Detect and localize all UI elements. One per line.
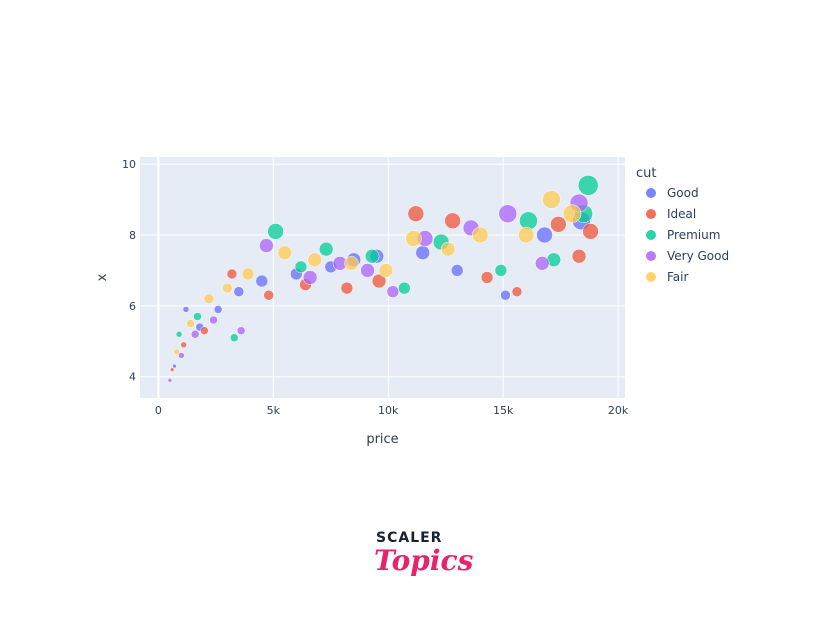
data-point: [180, 341, 187, 349]
data-point: [511, 286, 523, 297]
data-point: [407, 205, 425, 222]
data-point: [550, 216, 567, 233]
x-tick-label: 5k: [267, 404, 281, 417]
legend[interactable]: cut Good Ideal Premium Very Good Fair: [636, 166, 729, 284]
data-point: [175, 330, 183, 338]
y-axis-ticks: 4 6 8 10: [122, 158, 136, 384]
data-point: [360, 263, 375, 278]
data-point: [241, 267, 255, 281]
data-point: [233, 286, 245, 297]
legend-title: cut: [636, 166, 656, 181]
data-point: [190, 329, 200, 339]
data-point: [498, 204, 518, 223]
legend-marker: [646, 188, 656, 198]
data-point: [213, 305, 223, 314]
x-axis-ticks: 0 5k 10k 15k 20k: [155, 404, 629, 417]
series-very-good: [167, 193, 589, 383]
data-point: [577, 175, 599, 196]
data-point: [344, 256, 359, 271]
legend-label: Good: [667, 186, 699, 200]
data-point: [203, 293, 215, 305]
brand-bottom-text: Topics: [374, 544, 474, 577]
data-point: [302, 270, 318, 285]
data-point: [229, 333, 239, 342]
data-point: [200, 326, 209, 335]
data-point: [173, 348, 181, 356]
data-point: [169, 367, 175, 372]
grid-lines: [140, 157, 625, 398]
data-point: [371, 273, 387, 289]
data-point: [182, 306, 190, 313]
data-point: [186, 319, 195, 328]
data-point: [267, 223, 284, 240]
data-point: [222, 282, 233, 294]
brand-top-text: SCALER: [376, 530, 443, 546]
data-points: [167, 175, 599, 383]
legend-item-ideal[interactable]: Ideal: [646, 207, 696, 221]
data-point: [536, 226, 553, 244]
data-point: [178, 352, 185, 359]
data-point: [193, 312, 202, 321]
data-point: [444, 212, 461, 230]
legend-marker: [646, 230, 656, 240]
data-point: [259, 238, 274, 253]
data-point: [340, 281, 354, 295]
data-point: [226, 268, 238, 280]
data-point: [535, 256, 550, 271]
x-tick-label: 10k: [378, 404, 399, 417]
x-tick-label: 15k: [493, 404, 514, 417]
data-point: [307, 252, 322, 268]
scaler-topics-logo: SCALER Topics: [340, 524, 473, 594]
data-point: [517, 226, 535, 244]
legend-marker: [646, 209, 656, 219]
data-point: [386, 285, 400, 298]
data-point: [236, 326, 246, 335]
data-point: [582, 223, 599, 240]
data-point: [378, 263, 394, 278]
data-point: [494, 264, 508, 277]
data-point: [294, 260, 308, 274]
y-tick-label: 10: [122, 158, 136, 171]
y-axis-title: x: [95, 273, 110, 281]
data-point: [255, 274, 269, 288]
legend-item-very-good[interactable]: Very Good: [646, 249, 729, 263]
data-point: [405, 230, 422, 247]
legend-label: Premium: [667, 228, 720, 242]
data-point: [209, 315, 218, 325]
data-point: [318, 241, 334, 257]
data-point: [542, 190, 561, 209]
legend-item-premium[interactable]: Premium: [646, 228, 720, 242]
data-point: [398, 281, 411, 295]
legend-marker: [646, 272, 656, 282]
data-point: [415, 245, 430, 260]
legend-label: Very Good: [667, 249, 729, 263]
x-axis-title: price: [366, 432, 398, 447]
data-point: [571, 248, 587, 264]
legend-label: Ideal: [667, 207, 696, 221]
series-fair: [173, 190, 582, 356]
data-point: [364, 248, 380, 264]
y-tick-label: 4: [129, 371, 136, 384]
data-point: [500, 289, 511, 301]
data-point: [172, 363, 177, 369]
data-point: [277, 245, 293, 260]
data-point: [471, 226, 489, 244]
y-tick-label: 8: [129, 229, 136, 242]
legend-item-good[interactable]: Good: [646, 186, 699, 200]
data-point: [440, 241, 456, 257]
data-point: [263, 289, 274, 301]
data-point: [480, 271, 494, 284]
y-tick-label: 6: [129, 300, 136, 313]
x-tick-label: 0: [155, 404, 162, 417]
x-tick-label: 20k: [608, 404, 629, 417]
legend-item-fair[interactable]: Fair: [646, 270, 688, 284]
data-point: [562, 204, 582, 223]
data-point: [167, 378, 173, 383]
legend-label: Fair: [667, 270, 688, 284]
legend-marker: [646, 251, 656, 261]
data-point: [450, 264, 464, 277]
